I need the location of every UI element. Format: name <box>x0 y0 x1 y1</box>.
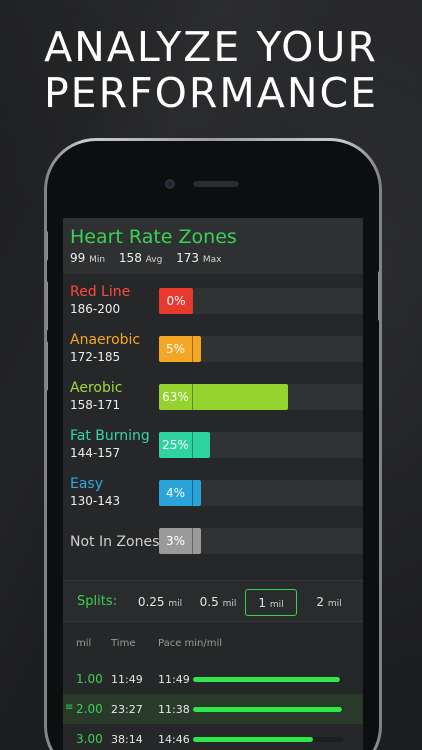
zone-bar-fill: 4% <box>159 480 201 506</box>
hr-min-label: Min <box>89 255 106 265</box>
zone-name: Easy <box>70 476 104 492</box>
split-option-unit: mil <box>168 599 183 609</box>
split-option-2-mil[interactable]: 2 mil <box>309 589 349 616</box>
hr-avg-label: Avg <box>145 255 163 265</box>
heart-rate-header: Heart Rate Zones 99 Min 158 Avg 173 Max <box>63 218 363 274</box>
front-camera-icon <box>165 179 175 189</box>
heart-rate-title: Heart Rate Zones <box>70 226 237 248</box>
power-button <box>378 271 379 321</box>
zone-percent-label: 0% <box>166 294 186 308</box>
hr-max-value: 173 <box>176 251 200 265</box>
split-time: 38:14 <box>111 733 143 746</box>
split-mil: 3.00 <box>76 732 103 746</box>
zone-bar-track: 5% <box>159 336 363 362</box>
zone-range: 186-200 <box>70 302 121 316</box>
zone-percent-label: 25% <box>159 432 193 458</box>
heart-rate-stats: 99 Min 158 Avg 173 Max <box>70 251 356 265</box>
zone-row: Anaerobic 172-185 5% <box>63 328 363 374</box>
zone-range: 130-143 <box>70 494 121 508</box>
zone-bar-fill: 25% <box>159 432 210 458</box>
zone-bar-track: 25% <box>159 432 363 458</box>
headline: ANALYZE YOUR PERFORMANCE <box>0 24 422 116</box>
zone-range: 158-171 <box>70 398 121 412</box>
zone-bar-fill: 0% <box>159 288 193 314</box>
table-row[interactable]: 3.00 38:14 14:46 <box>63 724 363 750</box>
zone-row: Fat Burning 144-157 25% <box>63 424 363 470</box>
split-option-0.5-mil[interactable]: 0.5 mil <box>196 589 240 616</box>
zone-name: Red Line <box>70 284 131 300</box>
split-option-value: 0.5 <box>199 595 219 609</box>
hr-avg-value: 158 <box>118 251 142 265</box>
volume-up-button <box>47 281 48 331</box>
zone-percent-label: 3% <box>159 528 193 554</box>
zone-row: Not In Zones 3% <box>63 520 363 566</box>
phone-frame: Heart Rate Zones 99 Min 158 Avg 173 Max … <box>44 138 382 750</box>
split-time: 11:49 <box>111 673 143 686</box>
pace-bar-track <box>193 677 343 682</box>
zone-name: Anaerobic <box>70 332 141 348</box>
mute-switch <box>47 231 48 261</box>
zone-bar-track: 63% <box>159 384 363 410</box>
column-header-pace: Pace min/mil <box>158 638 223 649</box>
zone-percent-label: 5% <box>159 336 193 362</box>
phone-body: Heart Rate Zones 99 Min 158 Avg 173 Max … <box>47 141 379 750</box>
split-pace: 14:46 <box>158 733 190 746</box>
zone-percent-label: 63% <box>159 384 193 410</box>
table-row[interactable]: ≡ 2.00 23:27 11:38 <box>63 694 363 724</box>
zone-percent-label: 4% <box>159 480 193 506</box>
zone-range: 172-185 <box>70 350 121 364</box>
zone-bar-fill: 63% <box>159 384 288 410</box>
column-header-time: Time <box>111 638 136 649</box>
pace-bar-track <box>193 707 343 712</box>
split-pace: 11:49 <box>158 673 190 686</box>
zone-bar-track: 0% <box>159 288 363 314</box>
earpiece-speaker <box>193 181 239 187</box>
splits-label: Splits: <box>77 594 117 609</box>
headline-line-1: ANALYZE YOUR <box>44 23 378 71</box>
splits-table-header: mil Time Pace min/mil <box>63 638 363 654</box>
zone-bar-fill: 5% <box>159 336 201 362</box>
column-header-mil: mil <box>76 638 92 649</box>
zone-name: Aerobic <box>70 380 123 396</box>
split-option-value: 0.25 <box>137 595 165 609</box>
split-mil: 2.00 <box>76 702 103 716</box>
zones-list: Red Line 186-200 0% Anaerobic 172-185 5% Aerob… <box>63 274 363 586</box>
split-mil: 1.00 <box>76 672 103 686</box>
split-option-unit: mil <box>222 599 237 609</box>
zone-name: Not In Zones <box>70 534 160 550</box>
zone-row: Aerobic 158-171 63% <box>63 376 363 422</box>
volume-down-button <box>47 341 48 391</box>
hr-max-label: Max <box>202 255 222 265</box>
pace-bar-fill <box>193 737 313 742</box>
split-option-value: 1 <box>258 596 267 610</box>
pace-bar-track <box>193 737 343 742</box>
zone-bar-track: 4% <box>159 480 363 506</box>
split-option-1-mil[interactable]: 1 mil <box>245 589 297 616</box>
split-option-0.25-mil[interactable]: 0.25 mil <box>137 589 183 616</box>
split-option-unit: mil <box>327 599 342 609</box>
zone-row: Easy 130-143 4% <box>63 472 363 518</box>
zone-bar-track: 3% <box>159 528 363 554</box>
app-screen: Heart Rate Zones 99 Min 158 Avg 173 Max … <box>63 218 363 750</box>
split-time: 23:27 <box>111 703 143 716</box>
hr-min-value: 99 <box>70 251 86 265</box>
splits-selector: Splits: 0.25 mil 0.5 mil 1 mil 2 mil <box>63 580 363 622</box>
table-row[interactable]: 1.00 11:49 11:49 <box>63 664 363 694</box>
pace-bar-fill <box>193 707 342 712</box>
headline-line-2: PERFORMANCE <box>43 69 379 117</box>
zone-bar-fill: 3% <box>159 528 201 554</box>
split-option-value: 2 <box>316 595 325 609</box>
pace-bar-fill <box>193 677 340 682</box>
zone-range: 144-157 <box>70 446 121 460</box>
split-option-unit: mil <box>269 600 284 610</box>
split-pace: 11:38 <box>158 703 190 716</box>
zone-name: Fat Burning <box>70 428 150 444</box>
drag-handle-icon[interactable]: ≡ <box>65 702 74 713</box>
zone-row: Red Line 186-200 0% <box>63 280 363 326</box>
